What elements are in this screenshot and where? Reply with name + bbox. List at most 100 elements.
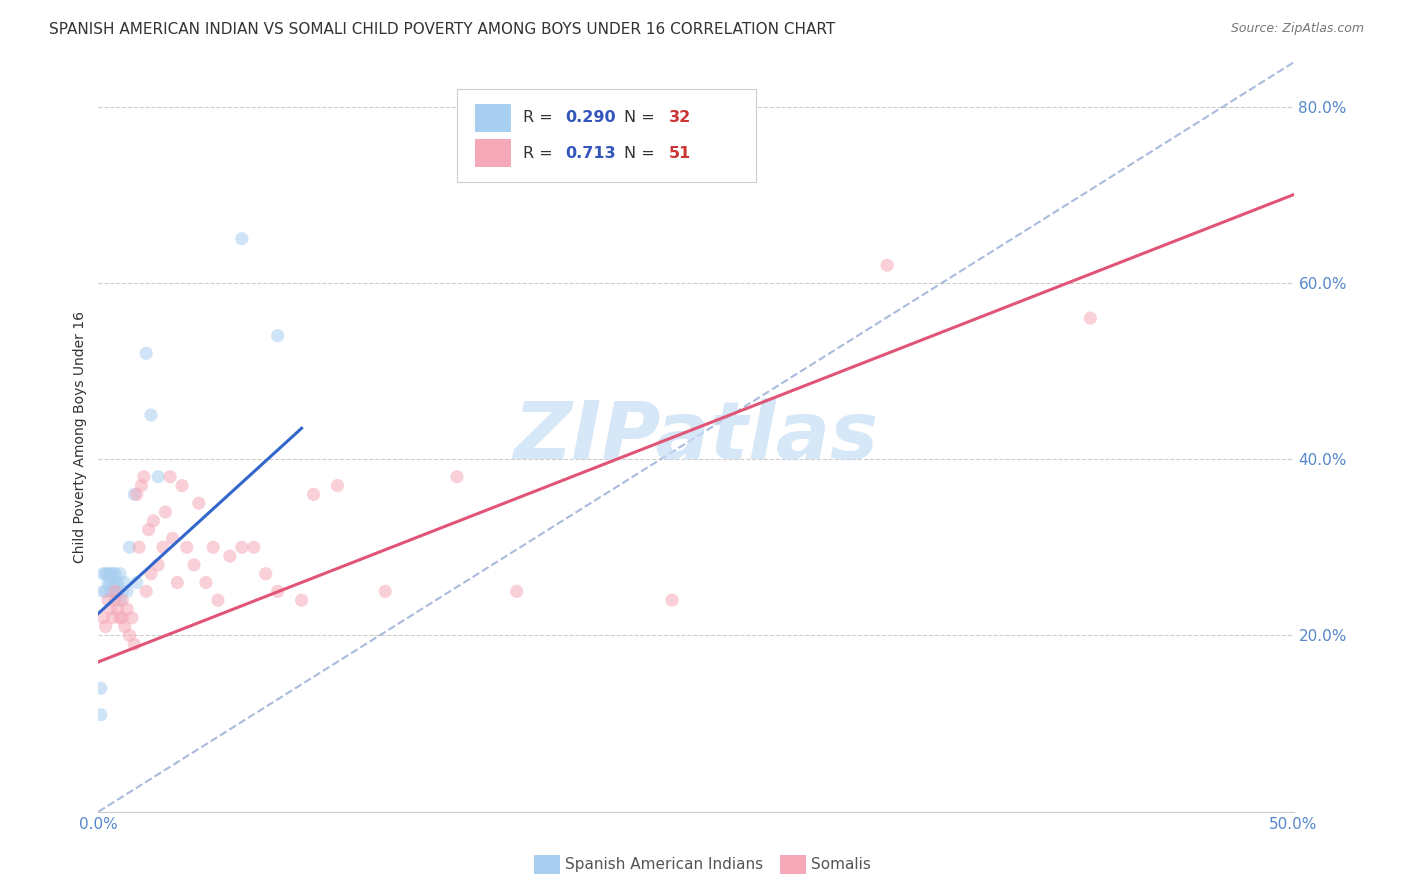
Point (111, 584, 134, 599)
Point (91, 566, 114, 581)
Point (104, 575, 127, 590)
Text: R =: R = (523, 145, 558, 161)
Point (195, 575, 218, 590)
Point (124, 637, 146, 651)
Point (162, 532, 184, 546)
Text: R =: R = (523, 111, 558, 126)
Text: Source: ZipAtlas.com: Source: ZipAtlas.com (1230, 22, 1364, 36)
Point (107, 602, 129, 616)
Point (90, 681, 112, 696)
Point (121, 611, 143, 625)
Text: N =: N = (624, 145, 661, 161)
Point (98, 566, 122, 581)
Point (267, 328, 290, 343)
Bar (475, 103, 510, 132)
Point (142, 514, 165, 528)
Point (155, 505, 177, 519)
Point (104, 584, 127, 599)
Point (172, 478, 194, 492)
Point (124, 487, 146, 501)
Point (1080, 311, 1102, 326)
Point (231, 541, 253, 555)
Point (90, 707, 112, 722)
Point (176, 541, 198, 555)
Point (183, 558, 205, 572)
Bar (475, 139, 510, 168)
Point (374, 584, 396, 599)
Point (302, 487, 325, 501)
Point (267, 584, 290, 599)
Point (101, 611, 124, 625)
Point (104, 584, 127, 599)
Point (152, 541, 174, 555)
Point (187, 496, 209, 510)
Point (114, 575, 136, 590)
Point (115, 602, 138, 616)
Point (94, 566, 117, 581)
Text: SPANISH AMERICAN INDIAN VS SOMALI CHILD POVERTY AMONG BOYS UNDER 16 CORRELATION : SPANISH AMERICAN INDIAN VS SOMALI CHILD … (49, 22, 835, 37)
Point (661, 593, 683, 607)
Y-axis label: Child Poverty Among Boys Under 16: Child Poverty Among Boys Under 16 (73, 311, 87, 563)
Point (132, 469, 155, 483)
Point (115, 584, 138, 599)
Point (207, 593, 229, 607)
Point (166, 575, 188, 590)
Text: 51: 51 (668, 145, 690, 161)
Point (139, 566, 162, 581)
Point (135, 584, 157, 599)
Point (101, 575, 124, 590)
Text: N =: N = (624, 111, 661, 126)
Point (98, 602, 122, 616)
Point (125, 487, 148, 501)
Point (128, 541, 150, 555)
Point (131, 478, 153, 492)
Text: Spanish American Indians: Spanish American Indians (565, 857, 763, 871)
Point (291, 593, 314, 607)
Point (97, 593, 120, 607)
Point (111, 611, 134, 625)
Point (135, 346, 157, 360)
Text: 32: 32 (668, 111, 690, 126)
Point (148, 469, 170, 483)
Point (202, 541, 225, 555)
Point (446, 469, 468, 483)
Point (108, 593, 131, 607)
Point (101, 566, 124, 581)
Point (876, 258, 898, 272)
Point (148, 558, 170, 572)
Text: 0.713: 0.713 (565, 145, 616, 161)
Point (108, 566, 131, 581)
Point (114, 619, 136, 633)
Point (219, 549, 242, 563)
Point (138, 523, 160, 537)
Point (326, 478, 349, 492)
Point (94, 584, 117, 599)
Point (104, 566, 127, 581)
Point (243, 541, 266, 555)
Point (107, 575, 129, 590)
Text: 0.290: 0.290 (565, 111, 616, 126)
Point (107, 584, 129, 599)
Point (97, 575, 120, 590)
Point (98, 584, 122, 599)
Point (254, 566, 277, 581)
Point (91, 611, 114, 625)
Point (231, 232, 253, 246)
Point (506, 584, 529, 599)
Point (94, 619, 117, 633)
FancyBboxPatch shape (457, 88, 756, 182)
Point (118, 541, 141, 555)
Point (101, 584, 124, 599)
Point (125, 575, 148, 590)
Point (118, 628, 141, 642)
Point (108, 611, 131, 625)
Text: Somalis: Somalis (811, 857, 872, 871)
Point (159, 469, 181, 483)
Text: ZIPatlas: ZIPatlas (513, 398, 879, 476)
Point (139, 408, 162, 422)
Point (97, 566, 120, 581)
Point (91, 584, 114, 599)
Point (98, 575, 122, 590)
Point (104, 593, 127, 607)
Point (111, 593, 134, 607)
